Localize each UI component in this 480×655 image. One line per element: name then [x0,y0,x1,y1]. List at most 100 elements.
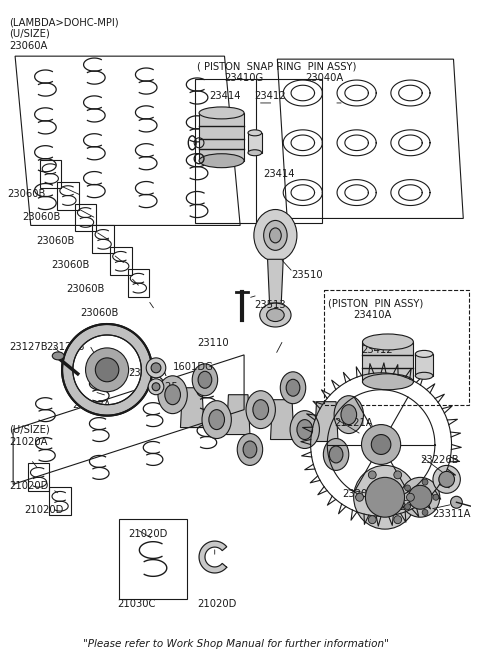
Circle shape [368,515,376,524]
Circle shape [439,472,455,487]
Ellipse shape [290,411,319,449]
Ellipse shape [329,446,343,463]
Text: 23060A: 23060A [9,41,48,51]
Text: 23060B: 23060B [66,284,104,294]
Text: (LAMBDA>DOHC-MPI): (LAMBDA>DOHC-MPI) [9,17,119,28]
Text: 21020A: 21020A [9,436,48,447]
Ellipse shape [199,107,244,119]
Text: (PISTON  PIN ASSY): (PISTON PIN ASSY) [328,298,423,308]
Ellipse shape [253,400,268,420]
Polygon shape [180,388,204,428]
Text: 23110: 23110 [197,338,229,348]
Text: 21020D: 21020D [197,599,237,609]
Text: 23060B: 23060B [51,260,90,271]
Circle shape [151,363,161,373]
Polygon shape [199,541,227,573]
Bar [75,204,96,231]
Ellipse shape [248,150,262,156]
Text: 23410G: 23410G [225,73,264,83]
Circle shape [433,466,460,493]
Polygon shape [271,400,294,440]
Ellipse shape [243,441,257,458]
Bar [49,487,71,515]
Text: 21020D: 21020D [9,481,48,491]
Text: 23226B: 23226B [420,455,459,466]
Text: (U/SIZE): (U/SIZE) [9,28,50,38]
Text: 23414: 23414 [264,169,295,179]
Bar [362,342,413,382]
Ellipse shape [415,372,433,379]
Bar [324,290,469,405]
Text: 23311A: 23311A [432,509,470,519]
Ellipse shape [362,334,413,350]
Ellipse shape [341,405,357,424]
Text: 23060B: 23060B [22,212,60,223]
Text: "Please refer to Work Shop Manual for further information": "Please refer to Work Shop Manual for fu… [84,639,389,648]
Bar [39,160,61,187]
Circle shape [407,493,414,501]
Circle shape [394,515,402,524]
Text: 23412: 23412 [254,91,286,101]
Circle shape [405,504,410,510]
Text: 23125: 23125 [146,382,178,392]
Bar [415,354,433,376]
Ellipse shape [192,364,217,396]
Text: 23414: 23414 [209,91,240,101]
Text: 23412: 23412 [361,345,393,355]
Text: 23227: 23227 [381,502,413,512]
Text: 23060B: 23060B [36,236,75,246]
Ellipse shape [158,376,187,414]
Text: 23124B: 23124B [47,342,85,352]
Ellipse shape [237,434,263,466]
Circle shape [85,348,129,392]
Bar [119,519,187,599]
Text: 23200D: 23200D [342,489,381,499]
Circle shape [148,379,164,395]
Ellipse shape [199,154,244,168]
Text: 21121A: 21121A [334,418,373,428]
Text: 1601DG: 1601DG [173,362,214,372]
Circle shape [401,477,440,517]
Ellipse shape [362,374,413,390]
Polygon shape [267,259,283,303]
Circle shape [433,495,439,500]
Ellipse shape [280,372,306,403]
Text: 21030C: 21030C [117,599,155,609]
Ellipse shape [286,379,300,396]
Circle shape [372,434,391,455]
Polygon shape [62,324,152,416]
Circle shape [96,358,119,382]
Bar [28,464,49,491]
Ellipse shape [334,396,363,434]
Text: 23121A: 23121A [129,368,167,378]
Circle shape [146,358,166,378]
Ellipse shape [270,228,281,243]
Circle shape [361,424,401,464]
Polygon shape [314,402,338,441]
Bar [199,113,244,160]
Text: 23410A: 23410A [354,310,392,320]
Circle shape [356,493,363,501]
Bar [128,269,149,297]
Ellipse shape [52,352,64,360]
Ellipse shape [202,401,231,439]
Ellipse shape [198,371,212,388]
Text: 23060B: 23060B [81,308,119,318]
Ellipse shape [260,303,291,327]
Ellipse shape [415,350,433,358]
Ellipse shape [246,391,276,428]
Text: 23127B: 23127B [9,342,48,352]
Circle shape [354,466,416,529]
Text: 23040A: 23040A [305,73,343,83]
Circle shape [422,479,428,485]
Text: 23122A: 23122A [72,400,110,409]
Text: (U/SIZE): (U/SIZE) [9,424,50,434]
Polygon shape [227,395,250,434]
Bar [195,79,323,223]
Text: ( PISTON  SNAP RING  PIN ASSY): ( PISTON SNAP RING PIN ASSY) [197,61,357,71]
Circle shape [405,485,410,491]
Ellipse shape [248,130,262,136]
Text: 23513: 23513 [254,300,286,310]
Circle shape [408,485,432,509]
Bar [57,181,79,210]
